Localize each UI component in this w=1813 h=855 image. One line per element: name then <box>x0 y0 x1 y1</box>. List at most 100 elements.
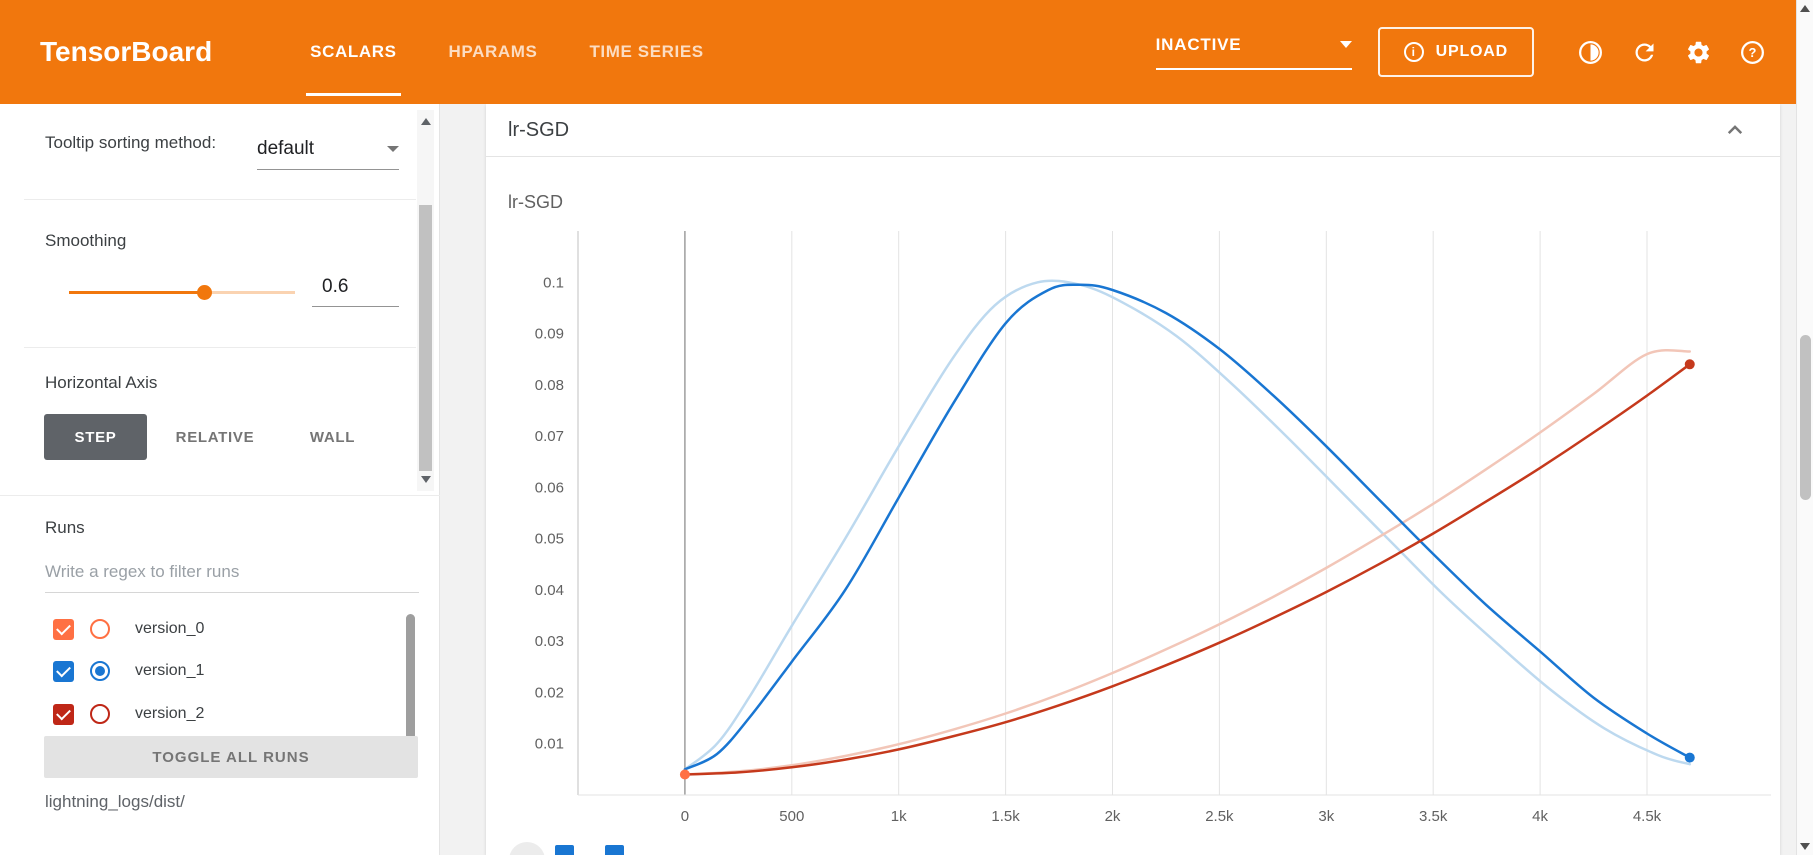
runs-scrollbar-thumb[interactable] <box>406 614 415 740</box>
y-tick-label: 0.07 <box>535 428 564 445</box>
refresh-icon[interactable] <box>1630 38 1658 66</box>
run-radio[interactable] <box>90 704 110 724</box>
y-tick-label: 0.08 <box>535 377 564 394</box>
divider <box>24 199 416 200</box>
smoothing-slider[interactable] <box>69 284 295 300</box>
scrollbar-thumb[interactable] <box>1799 335 1811 500</box>
card-footer-checkbox[interactable] <box>605 845 624 855</box>
chart-title: lr-SGD <box>508 192 563 212</box>
tooltip-sorting-dropdown[interactable]: default <box>257 138 399 170</box>
y-tick-label: 0.01 <box>535 736 564 753</box>
axis-step-button[interactable]: STEP <box>44 414 147 460</box>
log-directory-label: lightning_logs/dist/ <box>45 792 185 811</box>
tab-scalars[interactable]: SCALARS <box>284 0 422 104</box>
horizontal-axis-label: Horizontal Axis <box>45 373 158 392</box>
app-header: TensorBoard SCALARS HPARAMS TIME SERIES … <box>0 0 1796 104</box>
divider <box>0 495 440 496</box>
tab-label: SCALARS <box>310 42 397 61</box>
divider <box>24 347 416 348</box>
run-label: version_2 <box>135 705 205 722</box>
run-radio[interactable] <box>90 619 110 639</box>
slider-fill <box>69 291 205 294</box>
card-header: lr-SGD <box>486 104 1780 157</box>
y-tick-label: 0.05 <box>535 531 564 548</box>
x-tick-label: 2.5k <box>1205 808 1234 825</box>
tab-label: TIME SERIES <box>589 42 704 61</box>
card-group-title: lr-SGD <box>508 118 570 141</box>
help-icon[interactable]: ? <box>1738 38 1766 66</box>
series-line-version_2 (unsmoothed) <box>683 349 1692 776</box>
x-tick-label: 3k <box>1318 808 1334 825</box>
run-checkbox[interactable] <box>53 661 74 682</box>
axis-wall-button[interactable]: WALL <box>295 414 370 460</box>
run-radio[interactable] <box>90 661 110 681</box>
status-dropdown[interactable]: INACTIVE <box>1155 34 1352 70</box>
y-tick-label: 0.06 <box>535 479 564 496</box>
scroll-down-arrow-icon[interactable] <box>420 476 431 483</box>
x-tick-label: 4k <box>1532 808 1548 825</box>
sidebar-scrollbar[interactable] <box>417 110 434 491</box>
runs-filter-input[interactable] <box>45 562 419 593</box>
status-dropdown-value: INACTIVE <box>1155 34 1242 54</box>
data-point-marker-version_1 <box>1684 752 1695 763</box>
scroll-up-arrow-icon[interactable] <box>1800 5 1810 12</box>
series-line-version_1 (unsmoothed) <box>683 279 1692 771</box>
y-tick-label: 0.03 <box>535 633 564 650</box>
run-row[interactable]: version_2 <box>0 694 400 736</box>
tooltip-sorting-label: Tooltip sorting method: <box>45 133 217 152</box>
upload-button[interactable]: i UPLOAD <box>1377 27 1534 77</box>
tooltip-sorting-value: default <box>257 138 315 159</box>
smoothing-value-input[interactable] <box>312 276 399 307</box>
scalar-chart[interactable]: 0 500 1k 1.5k 2k 2.5k 3k 3.5k 4k 4.5k 0.01 0.02 0.03… <box>486 215 1780 855</box>
tab-hparams[interactable]: HPARAMS <box>423 0 564 104</box>
run-checkbox[interactable] <box>53 704 74 725</box>
tab-time-series[interactable]: TIME SERIES <box>563 0 729 104</box>
scroll-down-arrow-icon[interactable] <box>1800 843 1810 850</box>
data-point-marker-version_0 <box>679 769 690 780</box>
smoothing-label: Smoothing <box>45 231 127 250</box>
chevron-down-icon <box>387 146 399 152</box>
run-label: version_1 <box>135 662 205 679</box>
run-row[interactable]: version_0 <box>0 609 400 651</box>
series-line-version_1 <box>683 283 1692 771</box>
y-tick-label: 0.02 <box>535 684 564 701</box>
runs-section-label: Runs <box>45 518 85 537</box>
chevron-up-icon[interactable] <box>1720 115 1750 145</box>
run-label: version_0 <box>135 620 205 637</box>
x-tick-label: 3.5k <box>1419 808 1448 825</box>
y-tick-label: 0.1 <box>543 274 564 291</box>
data-point-marker-version_2 <box>1684 359 1695 370</box>
app-title: TensorBoard <box>40 36 213 67</box>
scalar-card: lr-SGD lr-SGD 0 500 1k 1.5k 2k 2.5k 3k 3.5k 4k 4.… <box>486 104 1780 855</box>
x-tick-label: 4.5k <box>1633 808 1662 825</box>
run-checkbox[interactable] <box>53 619 74 640</box>
chevron-down-icon <box>1339 41 1352 48</box>
scrollbar-thumb[interactable] <box>419 205 432 471</box>
scroll-up-arrow-icon[interactable] <box>420 118 431 125</box>
x-tick-label: 500 <box>779 808 804 825</box>
run-row[interactable]: version_1 <box>0 651 400 693</box>
toggle-all-runs-button[interactable]: TOGGLE ALL RUNS <box>44 736 418 778</box>
series-line-version_2 <box>683 363 1692 776</box>
main-tabs: SCALARS HPARAMS TIME SERIES <box>284 0 730 104</box>
settings-sidebar: Tooltip sorting method: default Smoothin… <box>0 104 440 855</box>
x-tick-label: 0 <box>681 808 689 825</box>
axis-relative-button[interactable]: RELATIVE <box>162 414 268 460</box>
header-icon-group: ? <box>1576 38 1766 66</box>
contrast-icon[interactable] <box>1576 38 1604 66</box>
card-footer-button[interactable] <box>509 842 545 855</box>
tab-label: HPARAMS <box>448 42 538 61</box>
page-scrollbar[interactable] <box>1796 0 1813 855</box>
x-tick-label: 1.5k <box>991 808 1020 825</box>
x-tick-label: 1k <box>891 808 907 825</box>
slider-thumb[interactable] <box>197 284 213 300</box>
x-tick-label: 2k <box>1105 808 1121 825</box>
settings-icon[interactable] <box>1684 38 1712 66</box>
y-tick-label: 0.09 <box>535 326 564 343</box>
header-actions: INACTIVE i UPLOAD ? <box>1155 27 1766 77</box>
svg-text:?: ? <box>1748 45 1756 60</box>
card-footer-checkbox[interactable] <box>555 845 574 855</box>
upload-label: UPLOAD <box>1435 43 1508 60</box>
y-tick-label: 0.04 <box>535 582 564 599</box>
